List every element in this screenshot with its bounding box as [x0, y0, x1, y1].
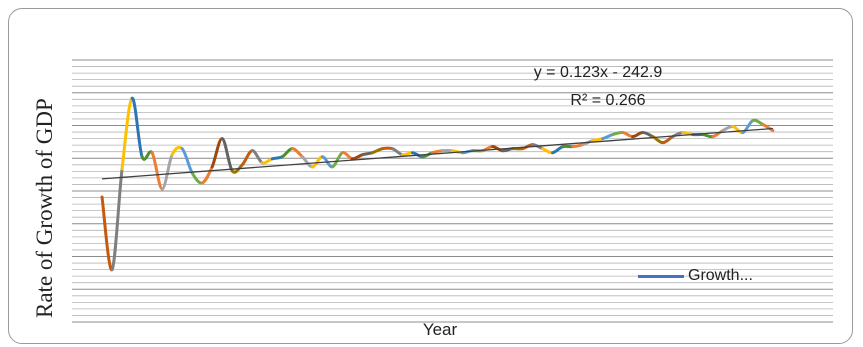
trendline-r-squared: R² = 0.266: [570, 92, 646, 109]
trendline: [101, 127, 773, 180]
series-segment: [661, 135, 675, 145]
series-segment: [180, 147, 194, 175]
x-axis-label: Year: [422, 320, 458, 339]
series-segment: [591, 137, 605, 143]
series-segment: [621, 131, 635, 139]
series-segment: [721, 125, 735, 133]
series-segment: [100, 195, 114, 272]
legend-label: Growth...: [688, 267, 753, 284]
legend[interactable]: Growth...: [638, 265, 753, 287]
series-segment: [200, 165, 214, 185]
series-segment: [370, 147, 384, 155]
series-segment: [270, 155, 284, 161]
series-segment: [120, 96, 134, 171]
series-segment: [631, 131, 645, 139]
series-segment: [290, 147, 304, 159]
series-segment: [701, 133, 715, 139]
series-segment: [430, 149, 444, 155]
series-segment: [360, 151, 374, 157]
series-segment: [380, 146, 394, 151]
trendline-equation: y = 0.123x - 242.9: [533, 64, 663, 81]
series-segment: [210, 137, 224, 169]
series-segment: [130, 96, 144, 159]
series-segment: [110, 167, 124, 272]
series-segment: [220, 137, 234, 173]
series-segment: [641, 131, 655, 139]
series-segment: [250, 149, 264, 165]
series-segment: [751, 118, 765, 126]
series-segment: [601, 133, 615, 141]
series-segment: [611, 131, 625, 137]
gridlines: [72, 59, 833, 323]
series-segment: [541, 147, 555, 155]
legend-swatch: [638, 274, 684, 278]
series-segment: [400, 151, 414, 157]
series-segment: [160, 153, 174, 191]
series-segment: [280, 147, 294, 159]
series-line: [100, 96, 775, 272]
series-segment: [761, 122, 775, 133]
series-segment: [170, 145, 184, 157]
y-axis-label: Rate of Growth of GDP: [32, 98, 57, 318]
series-segment: [260, 157, 274, 165]
